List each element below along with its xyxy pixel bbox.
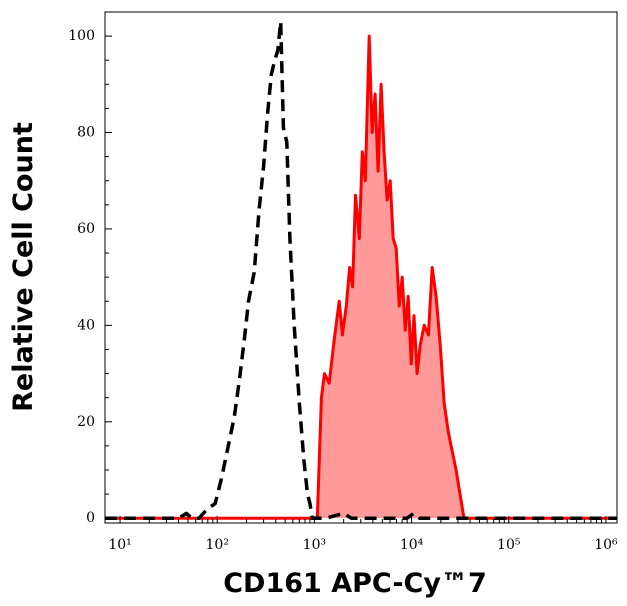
- x-tick-label: 10⁴: [400, 537, 424, 553]
- histogram-line: [105, 34, 617, 520]
- plot-area: [105, 19, 617, 520]
- x-tick-label: 10¹: [108, 537, 131, 553]
- x-axis-title: CD161 APC-Cy™7: [223, 568, 487, 599]
- y-tick-label: 0: [86, 510, 95, 526]
- y-tick-label: 60: [77, 221, 95, 237]
- x-tick-label: 10³: [303, 537, 326, 553]
- y-axis-title: Relative Cell Count: [8, 122, 39, 412]
- histogram-line: [105, 19, 617, 520]
- area-fill: [105, 36, 617, 519]
- x-tick-label: 10²: [206, 537, 229, 553]
- y-tick-label: 40: [77, 317, 95, 333]
- y-tick-label: 20: [77, 414, 95, 430]
- y-tick-label: 80: [77, 125, 95, 141]
- x-tick-label: 10⁶: [594, 537, 618, 553]
- x-tick-label: 10⁵: [497, 537, 521, 553]
- y-tick-label: 100: [68, 28, 95, 44]
